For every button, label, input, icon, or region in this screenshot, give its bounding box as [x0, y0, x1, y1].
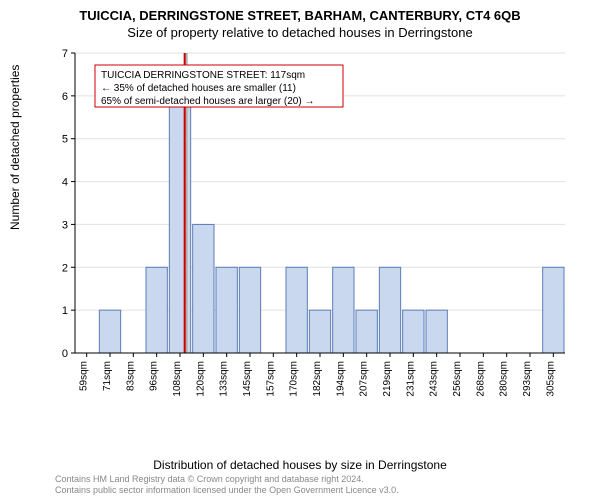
x-tick-label: 108sqm — [172, 361, 183, 397]
footer-line-2: Contains public sector information licen… — [55, 485, 399, 496]
x-tick-label: 194sqm — [335, 361, 346, 397]
x-tick-label: 182sqm — [312, 361, 323, 397]
histogram-bar — [356, 310, 377, 353]
x-tick-label: 133sqm — [219, 361, 230, 397]
histogram-bar — [333, 267, 354, 353]
x-tick-label: 268sqm — [475, 361, 486, 397]
svg-text:0: 0 — [62, 348, 68, 360]
x-tick-label: 305sqm — [545, 361, 556, 397]
histogram-bar — [543, 267, 564, 353]
y-axis-label: Number of detached properties — [8, 65, 22, 230]
svg-text:4: 4 — [62, 177, 68, 189]
svg-text:6: 6 — [62, 91, 68, 103]
annotation-line-2: ← 35% of detached houses are smaller (11… — [101, 83, 296, 94]
x-tick-label: 293sqm — [522, 361, 533, 397]
x-tick-label: 120sqm — [195, 361, 206, 397]
x-tick-label: 157sqm — [265, 361, 276, 397]
chart-title-main: TUICCIA, DERRINGSTONE STREET, BARHAM, CA… — [0, 0, 600, 23]
svg-text:7: 7 — [62, 48, 68, 60]
histogram-chart: 0 1 2 3 4 5 6 7 59sqm 71sqm 83sqm 96sqm 108sqm 120sqm… — [55, 48, 575, 418]
x-tick-label: 219sqm — [382, 361, 393, 397]
x-tick-label: 207sqm — [359, 361, 370, 397]
chart-footer: Contains HM Land Registry data © Crown c… — [55, 474, 399, 496]
svg-text:3: 3 — [62, 219, 68, 231]
x-axis-label: Distribution of detached houses by size … — [0, 458, 600, 472]
histogram-bar — [193, 224, 214, 353]
annotation-line-1: TUICCIA DERRINGSTONE STREET: 117sqm — [101, 70, 305, 81]
histogram-bar — [216, 267, 237, 353]
plot-area: 0 1 2 3 4 5 6 7 59sqm 71sqm 83sqm 96sqm 108sqm 120sqm… — [55, 48, 575, 418]
x-tick-label: 256sqm — [452, 361, 463, 397]
x-tick-label: 71sqm — [102, 361, 113, 391]
histogram-bar — [239, 267, 260, 353]
svg-text:5: 5 — [62, 134, 68, 146]
chart-title-sub: Size of property relative to detached ho… — [0, 23, 600, 40]
footer-line-1: Contains HM Land Registry data © Crown c… — [55, 474, 399, 485]
histogram-bar — [309, 310, 330, 353]
x-tick-label: 280sqm — [499, 361, 510, 397]
histogram-bar — [403, 310, 424, 353]
svg-text:2: 2 — [62, 262, 68, 274]
annotation-line-3: 65% of semi-detached houses are larger (… — [101, 96, 314, 107]
histogram-bar — [379, 267, 400, 353]
x-tick-label: 96sqm — [149, 361, 160, 391]
x-tick-label: 170sqm — [289, 361, 300, 397]
x-tick-label: 83sqm — [125, 361, 136, 391]
x-tick-label: 59sqm — [79, 361, 90, 391]
histogram-bar — [286, 267, 307, 353]
histogram-bar — [99, 310, 120, 353]
x-tick-label: 231sqm — [405, 361, 416, 397]
x-tick-label: 243sqm — [429, 361, 440, 397]
histogram-bar — [146, 267, 167, 353]
x-tick-label: 145sqm — [242, 361, 253, 397]
chart-container: { "title_main": "TUICCIA, DERRINGSTONE S… — [0, 0, 600, 500]
svg-text:1: 1 — [62, 305, 68, 317]
histogram-bar — [426, 310, 447, 353]
